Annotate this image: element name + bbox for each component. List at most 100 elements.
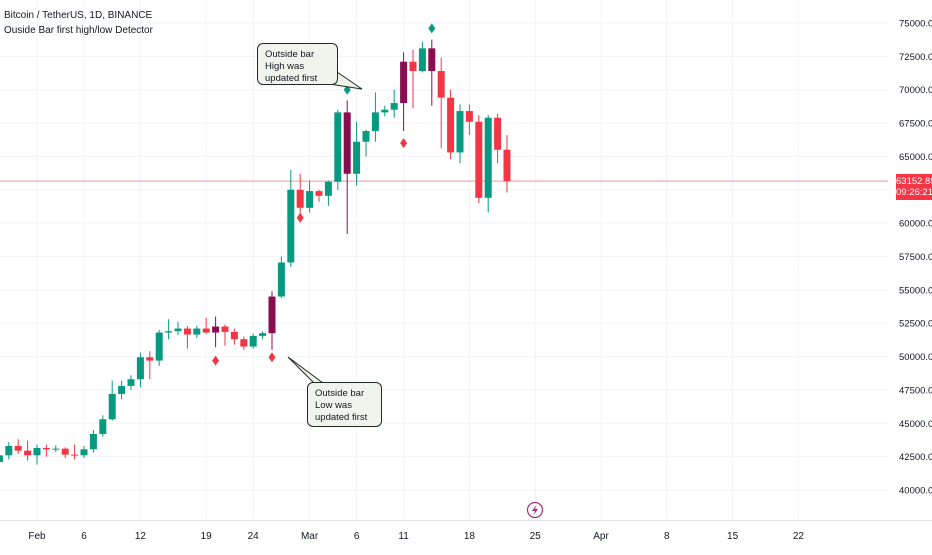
candle-body (428, 48, 436, 72)
candle-body (494, 117, 502, 150)
callout-high-first-line2: High was updated first (265, 61, 318, 84)
y-tick-label: 40000.00 (899, 486, 932, 497)
candle-body (390, 103, 398, 110)
x-tick-label: 8 (664, 531, 670, 542)
candle-body (249, 335, 257, 347)
candle-body (52, 448, 60, 450)
y-tick-label: 47500.00 (899, 385, 932, 396)
y-tick-label: 55000.00 (899, 285, 932, 296)
x-tick-label: 6 (354, 531, 360, 542)
x-tick-label: 22 (793, 531, 805, 542)
candle-body (155, 332, 163, 361)
candle-body (400, 61, 408, 104)
candles (0, 39, 511, 465)
signal-marker (428, 23, 436, 34)
callout-low-first: Outside bar Low was updated first (307, 382, 382, 427)
candle-body (343, 112, 351, 174)
indicator-title: Ouside Bar first high/low Detector (4, 25, 153, 36)
candle-body (371, 112, 379, 132)
callout-low-first-line2: Low was updated first (315, 400, 368, 423)
candle-body (24, 450, 32, 456)
signal-marker (400, 138, 408, 149)
callout-pointers (287, 71, 363, 384)
candle-body (456, 111, 464, 153)
y-tick-label: 75000.00 (899, 19, 932, 30)
x-tick-label: 19 (201, 531, 213, 542)
callout-high-first-line1: Outside bar (265, 49, 315, 60)
candle-body (465, 111, 473, 122)
y-tick-label: 45000.00 (899, 419, 932, 430)
y-tick-label: 67500.00 (899, 119, 932, 130)
candle-body (353, 141, 361, 174)
y-tick-label: 65000.00 (899, 152, 932, 163)
current-price-value: 63152.85 (896, 176, 932, 188)
candle-body (165, 331, 173, 333)
candle-body (127, 379, 135, 386)
callout-low-first-line1: Outside bar (315, 388, 365, 399)
bar-countdown: 09:26:21 (896, 187, 932, 199)
candle-body (80, 449, 88, 456)
candle-body (33, 447, 41, 456)
x-tick-label: 11 (398, 531, 409, 542)
x-tick-label: Apr (593, 531, 609, 542)
candle-body (296, 189, 304, 208)
candle-body (230, 331, 238, 340)
candle-body (202, 328, 210, 333)
candle-body (334, 112, 342, 182)
candle-body (437, 71, 445, 98)
x-tick-label: 25 (530, 531, 542, 542)
callout-low-pointer (287, 356, 324, 384)
candle-body (99, 419, 107, 434)
candle-body (118, 385, 126, 394)
y-tick-label: 57500.00 (899, 252, 932, 263)
symbol-title: Bitcoin / TetherUS, 1D, BINANCE (4, 10, 153, 21)
candle-body (71, 454, 79, 456)
candle-body (136, 357, 144, 380)
current-price-tag: 63152.85 09:26:21 (896, 174, 932, 201)
candle-body (108, 393, 116, 420)
candle-body (61, 448, 69, 455)
candle-body (277, 262, 285, 297)
signal-marker (268, 352, 276, 363)
y-tick-label: 60000.00 (899, 219, 932, 230)
candle-body (287, 189, 295, 263)
candle-body (193, 328, 201, 335)
x-tick-label: Feb (28, 531, 46, 542)
candle-body (324, 181, 332, 196)
x-tick-label: 6 (81, 531, 87, 542)
candle-body (362, 131, 370, 142)
flash-icon[interactable] (526, 501, 544, 519)
candle-body (306, 191, 314, 208)
candle-body (212, 326, 220, 333)
y-tick-label: 72500.00 (899, 52, 932, 63)
y-tick-label: 42500.00 (899, 452, 932, 463)
candle-body (475, 121, 483, 198)
callout-high-first: Outside bar High was updated first (257, 43, 338, 85)
candle-body (0, 455, 3, 462)
candle-body (42, 447, 50, 450)
candle-body (221, 326, 229, 332)
candle-body (14, 445, 22, 451)
candle-body (418, 48, 426, 72)
candle-body (409, 61, 417, 72)
candle-body (268, 296, 276, 334)
candle-body (503, 149, 511, 182)
candle-body (240, 339, 248, 347)
candle-body (447, 97, 455, 153)
signal-marker (296, 212, 304, 223)
candle-body (89, 433, 97, 450)
x-tick-label: 24 (248, 531, 260, 542)
y-tick-label: 52500.00 (899, 319, 932, 330)
x-tick-label: Mar (301, 531, 319, 542)
axes: 40000.00 42500.00 45000.00 47500.00 50000.00… (0, 19, 932, 542)
x-tick-label: 18 (464, 531, 476, 542)
flash-icon-bolt (532, 504, 538, 516)
y-tick-label: 70000.00 (899, 85, 932, 96)
candle-body (183, 328, 191, 335)
candle-body (259, 333, 267, 336)
candle-body (381, 109, 389, 113)
candle-body (174, 328, 182, 332)
y-tick-label: 50000.00 (899, 352, 932, 363)
